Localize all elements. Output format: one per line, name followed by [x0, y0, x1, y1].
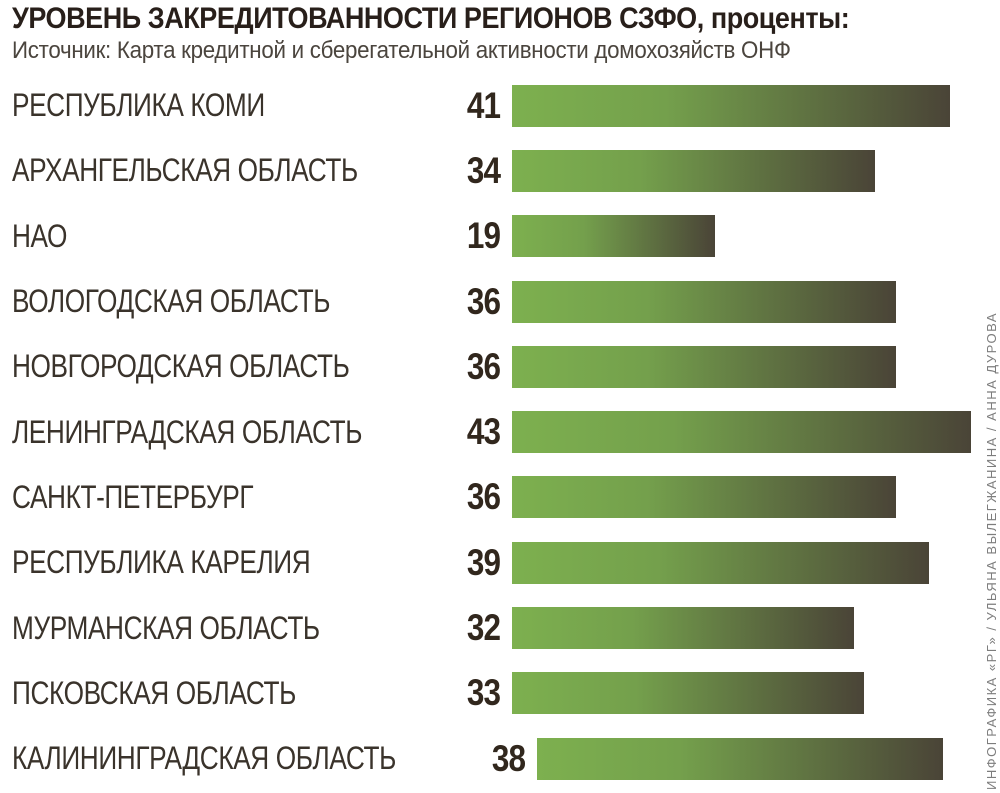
chart-row: НАО 19 [0, 204, 1000, 269]
value-label-text: 38 [491, 737, 526, 779]
value-label: 38 [480, 737, 526, 780]
bar-chart: РЕСПУБЛИКА КОМИ 41 АРХАНГЕЛЬСКАЯ ОБЛАСТЬ 34… [0, 73, 1000, 791]
bar [512, 280, 897, 323]
region-label-text: МУРМАНСКАЯ ОБЛАСТЬ [12, 609, 320, 646]
chart-row: ЛЕНИНГРАДСКАЯ ОБЛАСТЬ 43 [0, 399, 1000, 464]
chart-row: ПСКОВСКАЯ ОБЛАСТЬ 33 [0, 661, 1000, 726]
region-label: РЕСПУБЛИКА КОМИ [0, 87, 455, 124]
region-label: НОВГОРОДСКАЯ ОБЛАСТЬ [0, 348, 455, 385]
value-label: 39 [455, 541, 501, 584]
bar [512, 476, 897, 519]
region-label: САНКТ-ПЕТЕРБУРГ [0, 479, 455, 516]
value-label: 32 [455, 607, 501, 649]
region-label-text: КАЛИНИНГРАДСКАЯ ОБЛАСТЬ [12, 740, 396, 777]
value-label-text: 32 [466, 607, 501, 649]
value-label: 33 [455, 672, 501, 714]
value-label: 34 [455, 149, 501, 192]
value-label-text: 36 [466, 280, 501, 322]
value-label-text: 34 [466, 149, 501, 191]
chart-row: РЕСПУБЛИКА КАРЕЛИЯ 39 [0, 530, 1000, 595]
chart-title: УРОВЕНЬ ЗАКРЕДИТОВАННОСТИ РЕГИОНОВ СЗФО,… [12, 2, 850, 35]
region-label-text: РЕСПУБЛИКА КОМИ [12, 87, 265, 124]
region-label: АРХАНГЕЛЬСКАЯ ОБЛАСТЬ [0, 152, 455, 189]
region-label-text: АРХАНГЕЛЬСКАЯ ОБЛАСТЬ [12, 152, 358, 189]
region-label-text: ПСКОВСКАЯ ОБЛАСТЬ [12, 674, 296, 711]
chart-row: КАЛИНИНГРАДСКАЯ ОБЛАСТЬ 38 [0, 726, 1000, 791]
value-label: 36 [455, 280, 501, 323]
region-label-text: ВОЛОГОДСКАЯ ОБЛАСТЬ [12, 283, 331, 320]
value-label-text: 19 [466, 215, 501, 257]
value-label-text: 36 [466, 476, 501, 518]
region-label-text: РЕСПУБЛИКА КАРЕЛИЯ [12, 544, 311, 581]
region-label: КАЛИНИНГРАДСКАЯ ОБЛАСТЬ [0, 740, 480, 777]
value-label-text: 36 [466, 345, 501, 387]
chart-row: МУРМАНСКАЯ ОБЛАСТЬ 32 [0, 595, 1000, 660]
value-label: 36 [455, 345, 501, 388]
bar [512, 607, 854, 650]
region-label: ВОЛОГОДСКАЯ ОБЛАСТЬ [0, 283, 455, 320]
region-label: ЛЕНИНГРАДСКАЯ ОБЛАСТЬ [0, 414, 455, 451]
chart-row: САНКТ-ПЕТЕРБУРГ 36 [0, 465, 1000, 530]
value-label-text: 43 [466, 411, 501, 453]
bar [512, 149, 876, 192]
region-label: ПСКОВСКАЯ ОБЛАСТЬ [0, 675, 455, 712]
region-label-text: НАО [12, 217, 68, 254]
chart-row: РЕСПУБЛИКА КОМИ 41 [0, 73, 1000, 138]
bar [512, 345, 897, 388]
bar [512, 411, 972, 454]
value-label-text: 41 [466, 84, 501, 126]
region-label-text: НОВГОРОДСКАЯ ОБЛАСТЬ [12, 348, 350, 385]
value-label: 43 [455, 411, 501, 453]
chart-row: НОВГОРОДСКАЯ ОБЛАСТЬ 36 [0, 334, 1000, 399]
region-label: МУРМАНСКАЯ ОБЛАСТЬ [0, 610, 455, 647]
bar [512, 215, 715, 258]
bar [512, 541, 929, 584]
value-label-text: 39 [466, 541, 501, 583]
region-label: РЕСПУБЛИКА КАРЕЛИЯ [0, 544, 455, 581]
region-label: НАО [0, 218, 455, 255]
value-label: 41 [455, 84, 501, 127]
region-label-text: САНКТ-ПЕТЕРБУРГ [12, 478, 254, 515]
region-label-text: ЛЕНИНГРАДСКАЯ ОБЛАСТЬ [12, 413, 363, 450]
value-label: 19 [455, 215, 501, 257]
chart-row: ВОЛОГОДСКАЯ ОБЛАСТЬ 36 [0, 269, 1000, 334]
value-label-text: 33 [466, 672, 501, 714]
bar [537, 737, 944, 780]
bar [512, 672, 865, 715]
chart-row: АРХАНГЕЛЬСКАЯ ОБЛАСТЬ 34 [0, 138, 1000, 203]
chart-source: Источник: Карта кредитной и сберегательн… [12, 37, 791, 64]
bar [512, 84, 950, 127]
value-label: 36 [455, 476, 501, 518]
credit-line: ИНФОГРАФИКА «РГ» / УЛЬЯНА ВЫЛЕГЖАНИНА / … [984, 312, 999, 790]
